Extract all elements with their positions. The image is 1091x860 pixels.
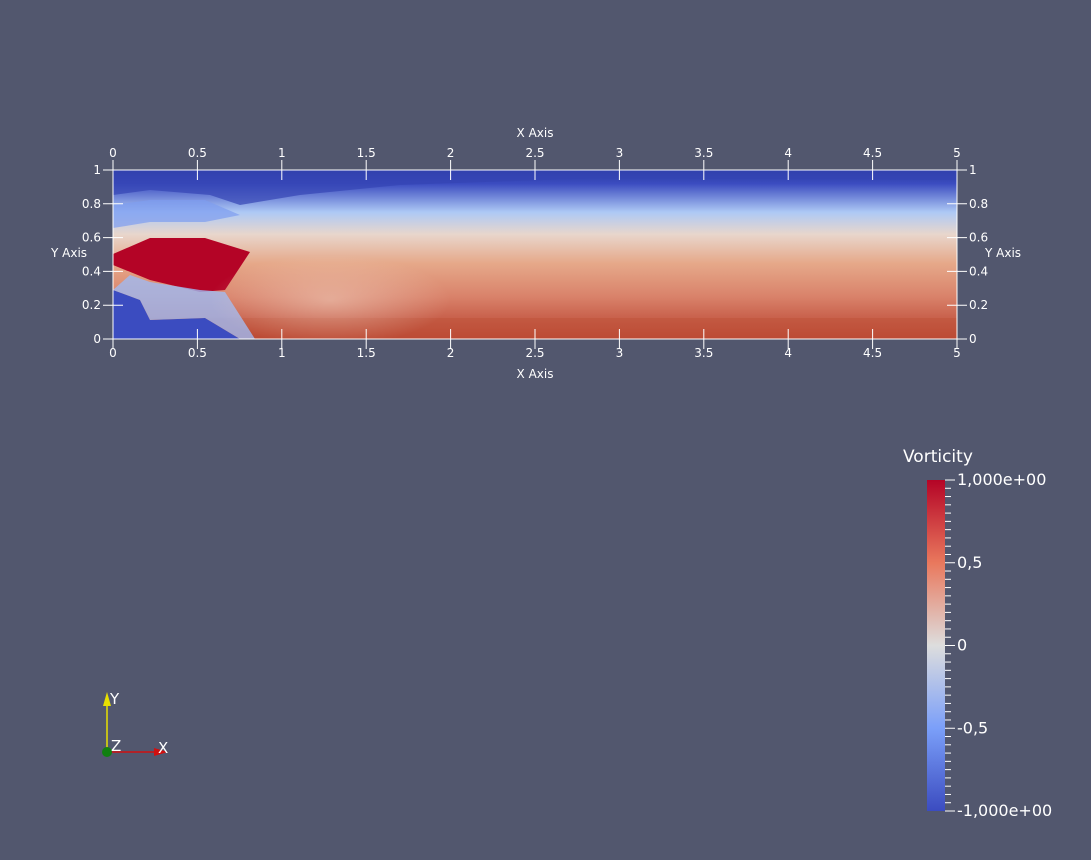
y-tick-label-right: 0.4 (969, 264, 988, 278)
colorbar-gradient (927, 480, 945, 811)
x-tick-label-bottom: 2.5 (525, 346, 544, 360)
x-tick-label-bottom: 5 (953, 346, 961, 360)
x-tick-label-bottom: 4.5 (863, 346, 882, 360)
y-axis-left: 0 0.2 0.4 0.6 0.8 1 (82, 163, 123, 346)
x-tick-label-bottom: 0 (109, 346, 117, 360)
y-tick-label-right: 1 (969, 163, 977, 177)
x-tick-label-top: 3 (616, 146, 624, 160)
field-lower-blue-lobe (113, 290, 240, 339)
x-tick-label-top: 0 (109, 146, 117, 160)
y-axis-right: 0 0.2 0.4 0.6 0.8 1 (947, 163, 988, 346)
colorbar-label: -1,000e+00 (957, 801, 1052, 820)
y-tick-label-left: 0 (93, 332, 101, 346)
x-arrow-head (154, 748, 168, 756)
y-arrow-head (103, 692, 111, 706)
x-tick-label-bottom: 2 (447, 346, 455, 360)
y-tick-label-right: 0.8 (969, 197, 988, 211)
field-red-core (113, 238, 250, 292)
colorbar-label: 0,5 (957, 553, 982, 572)
colorbar-title: Vorticity (903, 447, 973, 467)
x-tick-label-top: 1.5 (357, 146, 376, 160)
y-tick-label-left: 0.8 (82, 197, 101, 211)
x-tick-label-bottom: 1.5 (357, 346, 376, 360)
colorbar-ticks (945, 479, 955, 812)
x-tick-label-top: 0.5 (188, 146, 207, 160)
y-axis-title-right: Y Axis (984, 246, 1021, 260)
y-tick-label-left: 1 (93, 163, 101, 177)
z-axis-label: Z (111, 737, 121, 755)
colorbar-labels: 1,000e+00 0,5 0 -0,5 -1,000e+00 (957, 470, 1052, 820)
field-wake-fade (210, 255, 450, 339)
x-tick-label-top: 1 (278, 146, 286, 160)
colorbar-label: 0 (957, 636, 967, 655)
x-axis-title-bottom: X Axis (517, 367, 554, 381)
y-tick-label-left: 0.2 (82, 298, 101, 312)
y-tick-label-left: 0.4 (82, 264, 101, 278)
y-axis-label: Y (109, 690, 120, 708)
x-axis-label: X (158, 739, 168, 757)
x-tick-label-top: 4 (784, 146, 792, 160)
y-tick-label-right: 0 (969, 332, 977, 346)
z-axis-dot (102, 747, 112, 757)
field-lower-blue-fringe (113, 275, 255, 339)
x-tick-label-bottom: 4 (784, 346, 792, 360)
x-tick-label-bottom: 3.5 (694, 346, 713, 360)
x-tick-label-bottom: 3 (616, 346, 624, 360)
colorbar-label: 1,000e+00 (957, 470, 1046, 489)
y-tick-label-left: 0.6 (82, 231, 101, 245)
x-tick-label-top: 4.5 (863, 146, 882, 160)
color-legend[interactable]: Vorticity 1,000e+00 0,5 0 -0,5 -1,000e+00 (903, 447, 1052, 820)
field-upper-blue-fringe (113, 200, 240, 228)
x-tick-label-bottom: 0.5 (188, 346, 207, 360)
colorbar-label: -0,5 (957, 718, 988, 737)
x-axis-bottom: 0 0.5 1 1.5 2 2.5 3 3.5 4 4.5 5 (109, 329, 961, 360)
x-tick-label-top: 3.5 (694, 146, 713, 160)
vorticity-field[interactable] (113, 170, 957, 345)
orientation-axes: Y X Z (102, 690, 168, 757)
x-tick-label-bottom: 1 (278, 346, 286, 360)
y-tick-label-right: 0.2 (969, 298, 988, 312)
x-tick-label-top: 2 (447, 146, 455, 160)
x-axis-top: 0 0.5 1 1.5 2 2.5 3 3.5 4 4.5 5 (109, 146, 961, 180)
x-axis-title-top: X Axis (517, 126, 554, 140)
x-tick-label-top: 2.5 (525, 146, 544, 160)
x-tick-label-top: 5 (953, 146, 961, 160)
field-top-blue-region (113, 170, 957, 205)
y-tick-label-right: 0.6 (969, 231, 988, 245)
y-axis-title-left: Y Axis (50, 246, 87, 260)
